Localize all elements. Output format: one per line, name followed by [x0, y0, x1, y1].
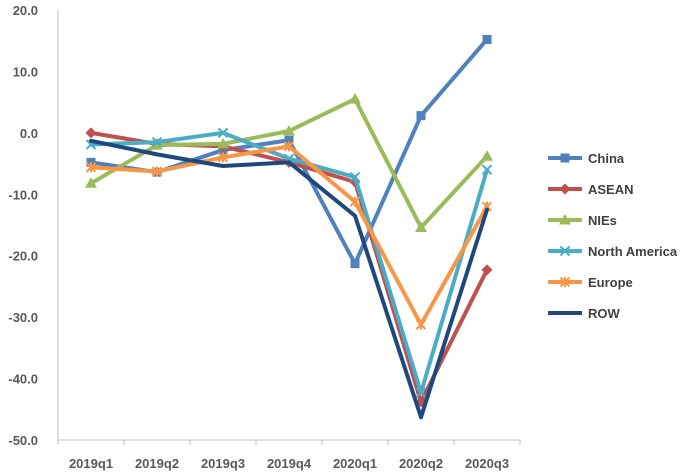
- y-tick-label: -30.0: [8, 310, 38, 325]
- legend-item: North America: [548, 244, 678, 259]
- y-axis: 20.0 10.0 0.0 -10.0 -20.0 -30.0 -40.0 -50.0: [8, 3, 59, 448]
- series-line: [89, 138, 489, 420]
- data-point: [85, 177, 97, 188]
- data-point: [217, 137, 229, 149]
- y-tick-label: 10.0: [13, 64, 38, 79]
- x-tick-label: 2019q1: [69, 456, 113, 471]
- y-tick-label: -40.0: [8, 372, 38, 387]
- data-point: [283, 141, 295, 152]
- series-europe: [85, 141, 493, 330]
- data-point: [283, 125, 295, 136]
- legend-marker: [559, 276, 571, 288]
- legend-label: NIEs: [588, 213, 617, 228]
- data-point: [151, 139, 163, 150]
- series-north-america: [85, 127, 493, 398]
- y-tick-label: 0.0: [20, 126, 38, 141]
- data-point: [415, 319, 427, 330]
- x-tick-label: 2019q3: [201, 456, 245, 471]
- x-tick-label: 2019q4: [267, 456, 312, 471]
- x-tick-label: 2020q2: [399, 456, 443, 471]
- legend-label: ASEAN: [588, 182, 634, 197]
- data-point: [416, 111, 426, 121]
- legend-marker: [560, 153, 570, 163]
- legend-label: North America: [588, 244, 678, 259]
- legend-item: NIEs: [548, 213, 617, 228]
- legend-marker: [559, 245, 571, 257]
- y-tick-label: -50.0: [8, 433, 38, 448]
- data-point: [284, 135, 294, 145]
- series-line: [89, 144, 489, 327]
- series-line: [89, 130, 489, 404]
- series-row: [89, 138, 489, 420]
- data-point: [217, 127, 229, 139]
- series-lines: [85, 34, 493, 420]
- x-tick-label: 2020q1: [333, 456, 377, 471]
- legend-label: Europe: [588, 275, 633, 290]
- x-tick-label: 2020q3: [465, 456, 509, 471]
- data-point: [151, 136, 163, 148]
- data-point: [151, 166, 163, 177]
- legend-label: China: [588, 151, 625, 166]
- legend-item: ROW: [548, 306, 621, 321]
- legend-marker: [559, 214, 571, 225]
- legend-item: ASEAN: [548, 182, 634, 197]
- data-point: [349, 196, 361, 207]
- data-point: [415, 221, 427, 232]
- legend-label: ROW: [588, 306, 621, 321]
- data-point: [349, 93, 361, 104]
- data-point: [481, 164, 493, 175]
- data-point: [217, 152, 229, 163]
- y-tick-label: -20.0: [8, 249, 38, 264]
- legend-item: China: [548, 151, 625, 166]
- data-point: [349, 171, 361, 183]
- data-point: [482, 34, 492, 44]
- x-axis: 2019q1 2019q2 2019q3 2019q4 2020q1 2020q2 2020…: [57, 439, 521, 471]
- legend-item: Europe: [548, 275, 633, 290]
- data-point: [85, 162, 97, 173]
- legend-marker: [559, 183, 571, 195]
- data-point: [415, 387, 427, 398]
- series-nies: [85, 93, 493, 232]
- data-point: [350, 259, 360, 269]
- data-point: [85, 127, 97, 139]
- legend: China ASEAN NIEs North America Europe ROW: [548, 151, 678, 321]
- data-point: [481, 264, 493, 276]
- y-tick-label: 20.0: [13, 3, 38, 18]
- x-tick-label: 2019q2: [135, 456, 179, 471]
- data-point: [481, 150, 493, 161]
- y-tick-label: -10.0: [8, 187, 38, 202]
